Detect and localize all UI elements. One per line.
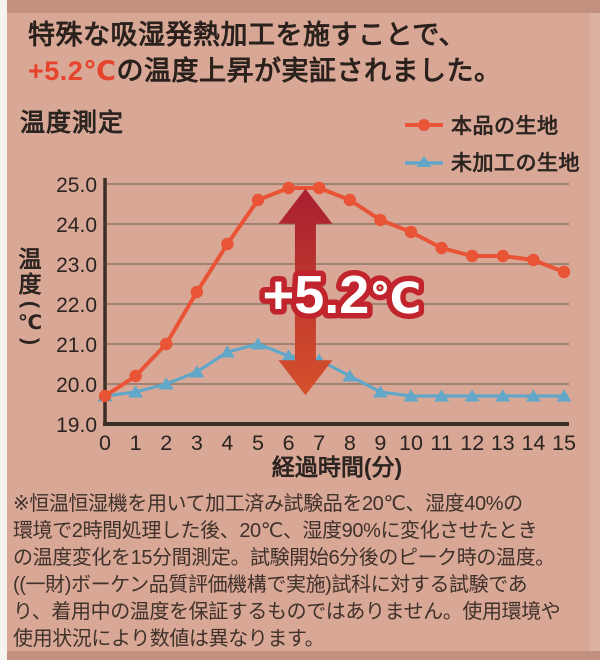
legend-label-untreated: 未加工の生地	[451, 152, 580, 175]
x-tick-label: 2	[160, 431, 172, 455]
y-axis-label: 温度(℃)	[15, 247, 45, 349]
legend: 本品の生地 未加工の生地	[404, 110, 580, 177]
data-point	[342, 369, 358, 382]
data-point	[556, 389, 572, 402]
data-point	[190, 285, 203, 299]
x-tick-label: 13	[491, 431, 515, 455]
data-point	[343, 193, 356, 207]
x-tick-label: 4	[221, 431, 233, 455]
x-tick-label: 14	[521, 431, 545, 455]
annotation-label: +5.2℃	[263, 265, 422, 325]
chart-title: 温度測定	[20, 109, 125, 137]
data-point	[496, 249, 509, 263]
legend-item-untreated: 未加工の生地	[404, 147, 580, 177]
data-point	[495, 389, 511, 402]
y-axis-label-char: ℃	[17, 312, 43, 334]
series-line	[104, 342, 564, 398]
data-point	[372, 385, 388, 398]
headline-line2: +5.2℃の温度上昇が実証されました。	[28, 53, 588, 89]
line-chart: 25.024.023.022.021.020.019.00 1 2 3 4 5 6 7 8 9 10…	[56, 174, 576, 480]
data-point	[250, 337, 266, 350]
data-point	[160, 337, 173, 351]
x-tick-label: 6	[283, 431, 295, 455]
data-point	[313, 181, 326, 195]
data-point	[403, 389, 419, 402]
data-point	[374, 213, 387, 227]
y-tick-label: 21.0	[56, 334, 97, 357]
footnote: ※恒温恒湿機を用いて加工済み試験品を20℃、湿度40%の 環境で2時間処理した後…	[13, 493, 561, 650]
data-point	[158, 377, 174, 390]
y-tick-label: 24.0	[56, 214, 97, 237]
data-point	[219, 345, 235, 358]
legend-label-treated: 本品の生地	[451, 115, 559, 138]
data-point	[129, 369, 142, 383]
headline: 特殊な吸湿発熱加工を施すことで、 +5.2℃の温度上昇が実証されました。	[28, 17, 588, 89]
headline-accent: +5.2℃	[28, 56, 117, 86]
annotation-arrow	[278, 188, 333, 396]
series-line	[103, 186, 565, 398]
data-point	[128, 385, 144, 398]
x-tick-label: 7	[313, 431, 325, 455]
y-tick-label: 23.0	[56, 254, 97, 277]
data-point	[557, 265, 571, 279]
x-tick-label: 3	[191, 431, 203, 455]
data-point	[281, 349, 297, 362]
data-point	[464, 389, 480, 402]
x-tick-label: 10	[399, 431, 423, 455]
data-point	[466, 249, 479, 263]
y-tick-label: 25.0	[56, 174, 97, 197]
data-point	[189, 365, 205, 378]
background: 特殊な吸湿発熱加工を施すことで、 +5.2℃の温度上昇が実証されました。 温度測…	[7, 0, 600, 660]
data-point	[251, 193, 265, 207]
data-point	[98, 389, 112, 403]
x-tick-label: 15	[552, 431, 576, 455]
x-tick-label: 0	[99, 431, 111, 455]
data-point	[527, 253, 540, 267]
x-tick-label: 1	[130, 431, 142, 455]
series2-marker-icon	[405, 156, 443, 167]
headline-line2-rest: の温度上昇が実証されました。	[116, 56, 502, 86]
x-tick-label: 5	[252, 431, 264, 455]
series1-marker-icon	[405, 119, 443, 131]
y-axis-label-char: 度	[18, 271, 42, 297]
x-tick-label: 8	[344, 431, 356, 455]
legend-item-treated: 本品の生地	[404, 110, 580, 140]
data-point	[525, 389, 541, 402]
data-point	[435, 241, 448, 255]
x-tick-label: 9	[374, 431, 386, 455]
headline-line1: 特殊な吸湿発熱加工を施すことで、	[28, 20, 467, 50]
data-point	[282, 181, 295, 195]
x-tick-label: 11	[430, 431, 452, 455]
x-tick-label: 12	[460, 431, 484, 455]
y-tick-label: 22.0	[56, 294, 97, 317]
y-tick-label: 19.0	[56, 414, 97, 437]
y-axis-label-char: 温	[18, 246, 42, 272]
data-point	[221, 237, 234, 251]
data-point	[404, 225, 418, 239]
y-tick-label: 20.0	[56, 374, 97, 397]
data-point	[434, 389, 450, 402]
x-axis-label: 経過時間(分)	[272, 454, 402, 480]
